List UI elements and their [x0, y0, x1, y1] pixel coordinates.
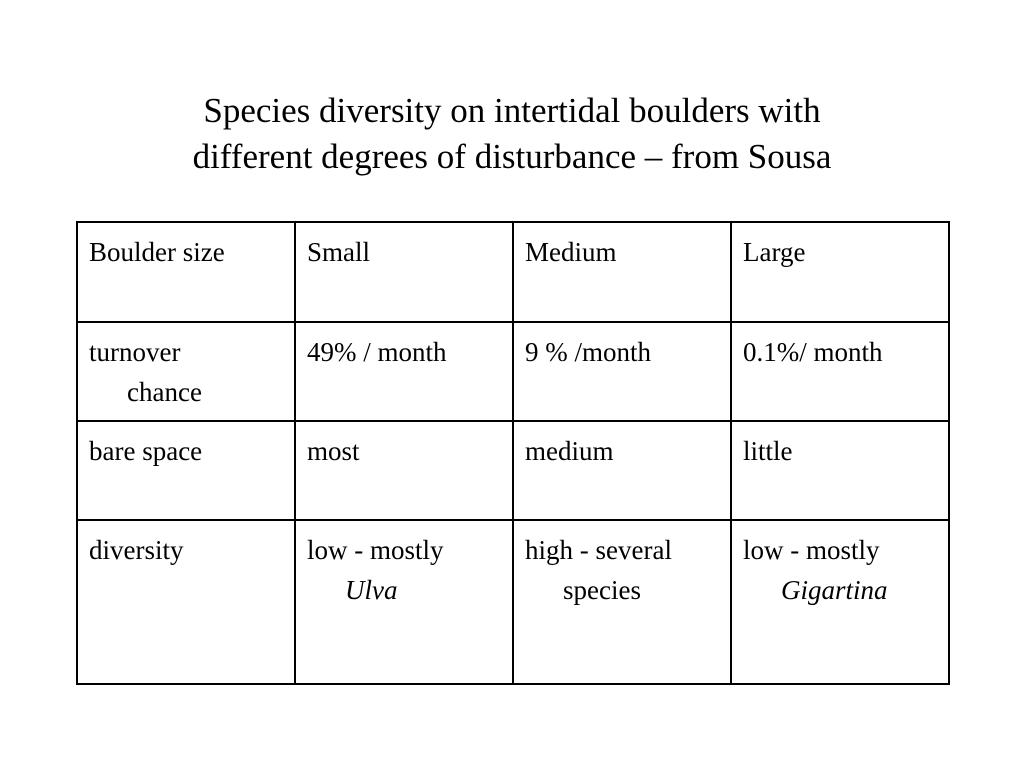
- cell-text-line-1: bare space: [89, 436, 203, 466]
- cell-text-line-1: little: [743, 436, 793, 466]
- table-row-turnover-chance: turnover chance 49% / month 9 % /month 0…: [76, 321, 950, 422]
- table-cell-large: 0.1%/ month: [730, 321, 950, 422]
- table-row-bare-space: bare space most medium little: [76, 420, 950, 521]
- cell-text-line-2: Gigartina: [743, 570, 938, 610]
- cell-text-line-1: Boulder size: [89, 237, 225, 267]
- cell-text-line-1: Medium: [525, 237, 617, 267]
- table-header-cell-medium: Medium: [512, 221, 732, 323]
- row-label-cell: diversity: [76, 519, 296, 685]
- table-cell-small: low - mostly Ulva: [294, 519, 514, 685]
- table-cell-medium: high - several species: [512, 519, 732, 685]
- table-header-cell-boulder-size: Boulder size: [76, 221, 296, 323]
- cell-text-line-1: 0.1%/ month: [743, 337, 883, 367]
- cell-text-line-1: high - several: [525, 535, 672, 565]
- slide-title-line-1: Species diversity on intertidal boulders…: [203, 91, 821, 130]
- cell-text-line-2: Ulva: [307, 570, 502, 610]
- table-cell-medium: medium: [512, 420, 732, 521]
- boulder-diversity-table: Boulder size Small Medium Large turnover…: [76, 221, 950, 685]
- table-cell-medium: 9 % /month: [512, 321, 732, 422]
- cell-text-line-2: chance: [127, 377, 202, 407]
- table-header-cell-small: Small: [294, 221, 514, 323]
- slide-title: Species diversity on intertidal boulders…: [0, 88, 1024, 180]
- species-name-ulva: Ulva: [345, 575, 398, 605]
- row-label-cell: bare space: [76, 420, 296, 521]
- cell-text-line-1: diversity: [89, 535, 184, 565]
- cell-text-line-1: 9 % /month: [525, 337, 651, 367]
- table-header-cell-large: Large: [730, 221, 950, 323]
- cell-text-line-1: low - mostly: [307, 535, 444, 565]
- table-cell-small: 49% / month: [294, 321, 514, 422]
- table-header-row: Boulder size Small Medium Large: [76, 221, 950, 323]
- cell-text-line-1: Small: [307, 237, 371, 267]
- table-row-diversity: diversity low - mostly Ulva high - sever…: [76, 519, 950, 685]
- cell-text-line-1: most: [307, 436, 360, 466]
- cell-text-line-1: 49% / month: [307, 337, 447, 367]
- cell-text-line-1: turnover: [89, 337, 181, 367]
- species-name-gigartina: Gigartina: [781, 575, 888, 605]
- cell-text-line-2: species: [563, 575, 641, 605]
- cell-text-line-1: medium: [525, 436, 614, 466]
- cell-text-line-1: Large: [743, 237, 806, 267]
- slide-title-line-2: different degrees of disturbance – from …: [192, 137, 832, 176]
- table-cell-large: low - mostly Gigartina: [730, 519, 950, 685]
- row-label-cell: turnover chance: [76, 321, 296, 422]
- table-cell-large: little: [730, 420, 950, 521]
- cell-text-line-1: low - mostly: [743, 535, 880, 565]
- table-cell-small: most: [294, 420, 514, 521]
